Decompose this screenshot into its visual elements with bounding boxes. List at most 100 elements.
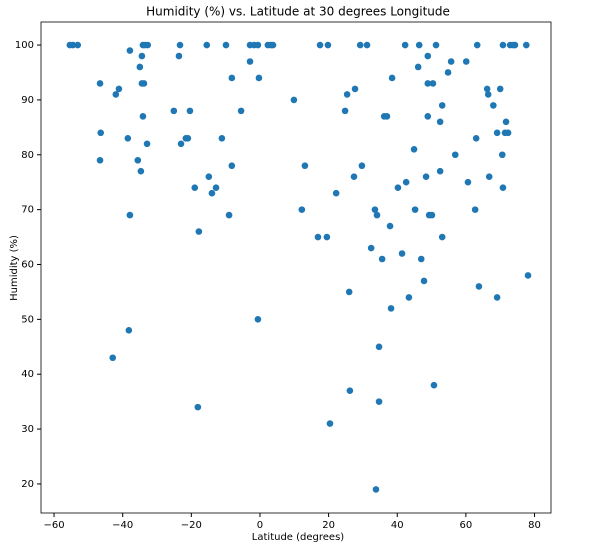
- y-tick-label: 30: [21, 424, 34, 435]
- point: [415, 41, 423, 49]
- point: [323, 233, 331, 241]
- point: [436, 167, 444, 175]
- x-tick-label: −40: [112, 520, 133, 531]
- point: [126, 211, 134, 219]
- x-tick-label: 20: [322, 520, 335, 531]
- x-tick-label: −20: [181, 520, 202, 531]
- point: [134, 156, 142, 164]
- point: [96, 156, 104, 164]
- point: [195, 228, 203, 235]
- point: [69, 41, 77, 49]
- point: [388, 74, 396, 82]
- point: [386, 222, 394, 230]
- point: [524, 272, 532, 279]
- point: [212, 184, 220, 191]
- point: [499, 184, 507, 191]
- point: [496, 85, 504, 93]
- point: [343, 91, 351, 98]
- point: [125, 327, 133, 334]
- point: [462, 58, 470, 65]
- point: [350, 173, 358, 181]
- point: [208, 189, 216, 197]
- point: [485, 173, 493, 181]
- point: [383, 113, 391, 120]
- point: [175, 52, 183, 60]
- point: [115, 85, 123, 93]
- x-tick-label: −60: [43, 520, 64, 531]
- point: [126, 47, 134, 54]
- point: [490, 102, 497, 109]
- point: [387, 305, 395, 312]
- point: [332, 189, 340, 197]
- point: [316, 41, 324, 49]
- point: [246, 58, 254, 65]
- point: [428, 211, 436, 219]
- point: [228, 74, 236, 82]
- point: [472, 135, 480, 142]
- point: [493, 294, 501, 301]
- point: [432, 41, 440, 49]
- point: [205, 173, 213, 181]
- point: [346, 387, 354, 394]
- point: [471, 206, 479, 213]
- y-tick-label: 40: [21, 369, 34, 380]
- point: [345, 288, 353, 296]
- point: [138, 52, 146, 60]
- point: [375, 398, 383, 405]
- chart-title: Humidity (%) vs. Latitude at 30 degrees …: [146, 5, 450, 19]
- point: [511, 41, 519, 49]
- point: [499, 41, 507, 49]
- point: [254, 316, 262, 323]
- point: [447, 58, 455, 65]
- point: [378, 255, 386, 263]
- point: [430, 381, 438, 389]
- point: [358, 162, 366, 170]
- y-tick-label: 70: [21, 205, 34, 216]
- point: [424, 113, 432, 120]
- point: [502, 118, 510, 126]
- point: [144, 41, 152, 49]
- point: [112, 91, 120, 98]
- point: [184, 135, 192, 142]
- point: [203, 41, 211, 49]
- point: [498, 151, 506, 159]
- x-tick-label: 0: [257, 520, 263, 531]
- point: [424, 80, 432, 87]
- point: [290, 96, 298, 104]
- point: [237, 107, 245, 115]
- point: [140, 80, 148, 87]
- point: [218, 135, 226, 142]
- y-tick-label: 90: [21, 95, 34, 106]
- point: [451, 151, 459, 159]
- x-tick-label: 80: [528, 520, 541, 531]
- point: [444, 69, 452, 76]
- point: [124, 135, 132, 142]
- point: [363, 41, 371, 49]
- point: [504, 129, 512, 137]
- point: [186, 107, 194, 115]
- point: [422, 173, 430, 181]
- point: [372, 486, 380, 493]
- point: [411, 206, 419, 213]
- point: [522, 41, 530, 49]
- point: [326, 420, 334, 427]
- point: [367, 244, 375, 252]
- y-axis-label: Humidity (%): [9, 235, 20, 301]
- y-tick-label: 60: [21, 259, 34, 270]
- x-tick-label: 40: [391, 520, 404, 531]
- point: [177, 140, 185, 148]
- point: [371, 206, 379, 213]
- point: [74, 41, 82, 49]
- point: [373, 211, 381, 219]
- y-tick-label: 80: [21, 150, 34, 161]
- point: [483, 85, 491, 93]
- point: [464, 178, 472, 186]
- point: [410, 145, 418, 153]
- point: [191, 184, 199, 191]
- point: [97, 129, 105, 137]
- point: [269, 41, 277, 49]
- point: [301, 162, 309, 170]
- point: [351, 85, 359, 93]
- point: [136, 63, 144, 71]
- point: [254, 41, 262, 49]
